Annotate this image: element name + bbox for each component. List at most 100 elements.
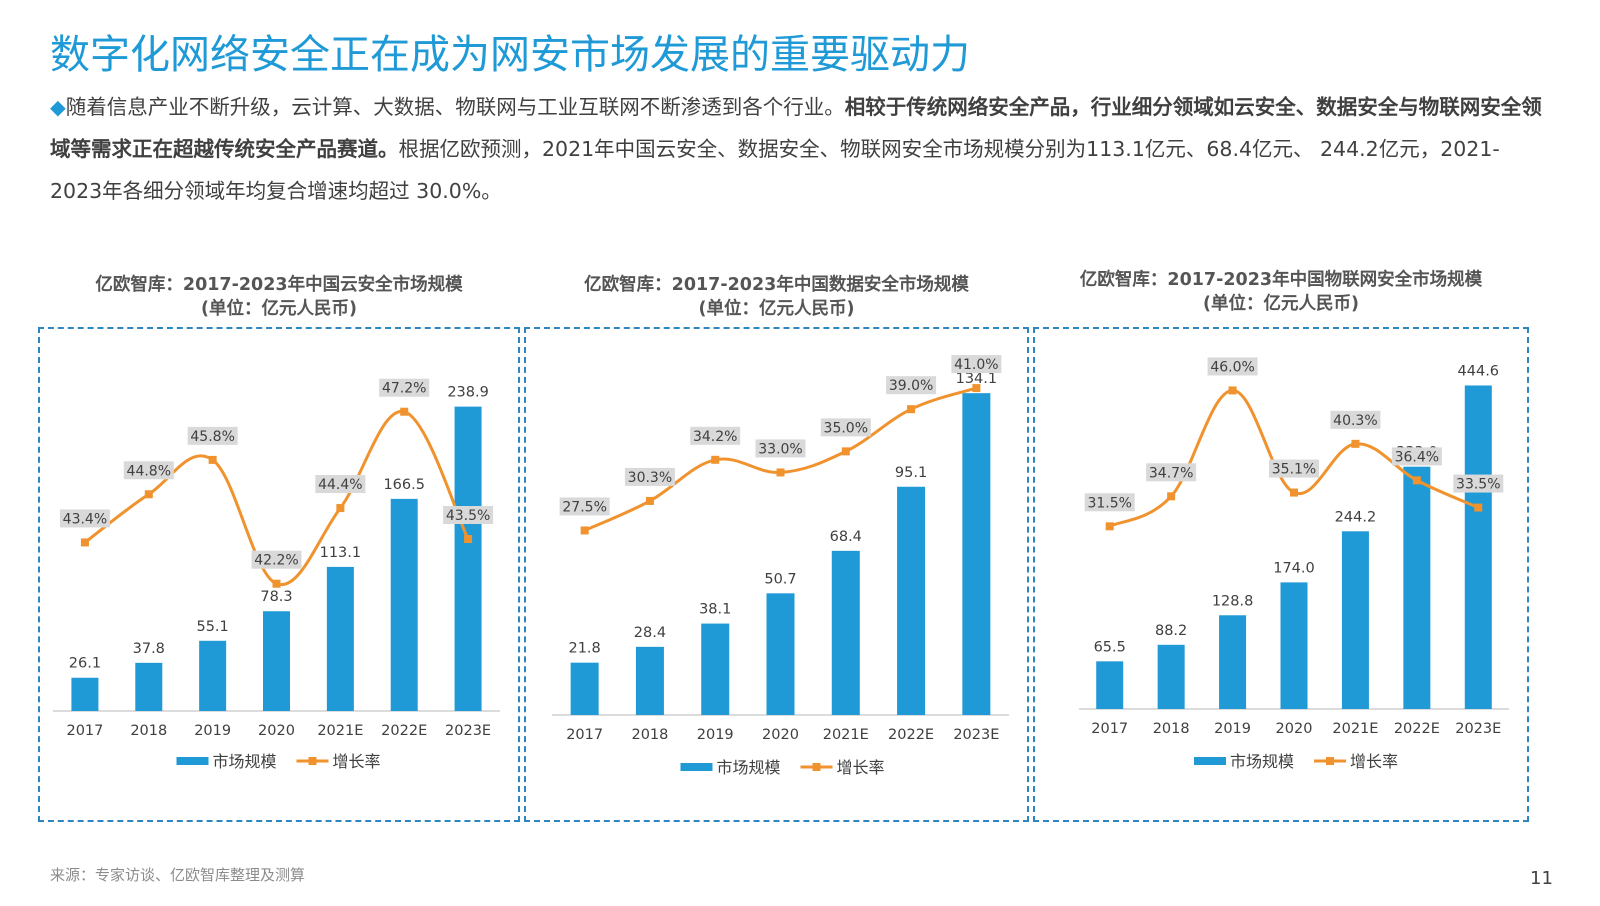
x-tick-label: 2019 <box>194 723 231 739</box>
legend-label-growth-rate: 增长率 <box>333 752 381 771</box>
x-tick-label: 2022E <box>381 723 427 739</box>
bar-value-label: 28.4 <box>634 625 666 641</box>
x-tick-label: 2023E <box>1455 721 1501 737</box>
growth-value-label: 30.3% <box>628 470 672 486</box>
x-tick-label: 2019 <box>697 727 734 743</box>
chart-3-panel <box>1033 327 1529 822</box>
growth-value-label: 34.7% <box>1149 465 1193 481</box>
bar-value-label: 166.5 <box>383 477 425 493</box>
bar-2020 <box>1280 582 1308 709</box>
growth-value-label: 44.4% <box>318 477 362 493</box>
growth-label-bg <box>1330 410 1381 429</box>
growth-label-bg <box>886 376 937 395</box>
legend-label-market-size: 市场规模 <box>717 758 781 777</box>
growth-label-bg <box>315 475 366 494</box>
growth-value-label: 44.8% <box>127 463 171 479</box>
growth-label-bg <box>379 378 430 397</box>
growth-label-bg <box>123 461 174 480</box>
growth-label-bg <box>59 509 110 528</box>
growth-value-label: 42.2% <box>254 553 298 569</box>
chart-3-title-block: 亿欧智库：2017-2023年中国物联网安全市场规模 (单位：亿元人民币) <box>1033 268 1529 316</box>
bar-2021E <box>326 566 354 711</box>
bar-2023E <box>454 406 482 711</box>
growth-value-label: 35.1% <box>1272 462 1316 478</box>
bar-2019 <box>199 640 227 711</box>
growth-value-label: 31.5% <box>1087 495 1131 511</box>
source-note: 来源：专家访谈、亿欧智库整理及测算 <box>50 866 306 884</box>
growth-label-bg <box>187 426 238 445</box>
x-tick-label: 2018 <box>130 723 167 739</box>
bar-2017 <box>1096 661 1124 709</box>
bar-2023E <box>962 393 991 715</box>
chart-2-panel <box>524 327 1029 822</box>
growth-value-label: 47.2% <box>382 381 426 397</box>
bar-value-label: 65.5 <box>1094 639 1126 655</box>
bar-value-label: 21.8 <box>568 641 600 657</box>
growth-marker <box>972 384 981 393</box>
bar-value-label: 55.1 <box>196 619 228 635</box>
growth-label-bg <box>1146 463 1197 482</box>
x-tick-label: 2018 <box>631 727 668 743</box>
chart-1-subtitle: (单位：亿元人民币) <box>201 299 357 319</box>
chart-2-title-block: 亿欧智库：2017-2023年中国数据安全市场规模 (单位：亿元人民币) <box>524 273 1029 321</box>
intro-text-1: 随着信息产业不断升级，云计算、大数据、物联网与工业互联网不断渗透到各个行业。 <box>65 95 845 119</box>
x-tick-label: 2021E <box>317 723 363 739</box>
bar-value-label: 50.7 <box>764 571 796 587</box>
growth-value-label: 35.0% <box>824 420 868 436</box>
growth-marker <box>336 504 345 513</box>
growth-marker <box>272 579 281 588</box>
growth-marker <box>776 468 785 477</box>
growth-value-label: 27.5% <box>562 499 606 515</box>
page-title: 数字化网络安全正在成为网安市场发展的重要驱动力 <box>50 32 970 78</box>
growth-value-label: 43.4% <box>63 511 107 527</box>
legend-label-market-size: 市场规模 <box>1230 752 1294 771</box>
bar-2021E <box>1341 531 1369 709</box>
bar-2019 <box>1219 615 1247 709</box>
intro-text-bold: 相较于传统网络安全产品，行业细分领域如云安全、数据安全与物联网安全领域等需求正在… <box>50 95 1542 161</box>
x-tick-label: 2018 <box>1153 721 1190 737</box>
growth-value-label: 33.0% <box>758 441 802 457</box>
chart-2-title: 亿欧智库：2017-2023年中国数据安全市场规模 <box>584 275 969 295</box>
growth-marker <box>464 535 473 543</box>
legend-bar-swatch <box>176 757 209 765</box>
bar-2022E <box>390 498 418 711</box>
growth-label-bg <box>1084 493 1135 512</box>
x-tick-label: 2021E <box>1332 721 1378 737</box>
growth-label-bg <box>690 426 741 445</box>
growth-marker <box>1351 439 1360 448</box>
bar-2020 <box>263 611 290 711</box>
legend-label-market-size: 市场规模 <box>213 752 277 771</box>
growth-value-label: 36.4% <box>1395 449 1439 465</box>
growth-marker <box>645 496 654 505</box>
intro-text-2: 根据亿欧预测，2021年中国云安全、数据安全、物联网安全市场规模分别为113.1… <box>50 137 1500 203</box>
growth-label-bg <box>755 439 806 458</box>
growth-label-bg <box>820 418 871 437</box>
x-tick-label: 2022E <box>888 727 934 743</box>
bar-value-label: 174.0 <box>1273 560 1315 576</box>
bar-value-label: 68.4 <box>830 529 862 545</box>
x-tick-label: 2020 <box>762 727 799 743</box>
x-tick-label: 2023E <box>445 723 491 739</box>
growth-value-label: 45.8% <box>190 429 234 445</box>
bar-2021E <box>831 550 860 715</box>
bar-value-label: 238.9 <box>447 385 489 401</box>
bar-value-label: 444.6 <box>1458 363 1500 379</box>
growth-marker <box>1105 522 1114 531</box>
x-tick-label: 2023E <box>953 727 999 743</box>
legend-bar-swatch <box>1194 757 1226 765</box>
growth-value-label: 46.0% <box>1210 359 1254 375</box>
cloud-security-chart: 26.1 2017 37.8 2018 55.1 2019 78.3 2020 113.1 202… <box>53 378 500 771</box>
growth-value-label: 39.0% <box>889 378 933 394</box>
growth-marker <box>400 407 409 416</box>
bar-value-label: 113.1 <box>320 545 362 561</box>
bullet-diamond-icon: ◆ <box>50 95 66 119</box>
x-tick-label: 2017 <box>66 723 103 739</box>
x-tick-label: 2019 <box>1214 721 1251 737</box>
growth-value-label: 33.5% <box>1456 477 1500 493</box>
page-number: 11 <box>1530 868 1553 889</box>
legend-line-marker <box>1326 757 1334 765</box>
chart-legend: 市场规模 增长率 <box>680 758 885 777</box>
bar-2022E <box>897 486 926 715</box>
bar-2022E <box>1403 466 1431 709</box>
growth-marker <box>841 447 850 456</box>
